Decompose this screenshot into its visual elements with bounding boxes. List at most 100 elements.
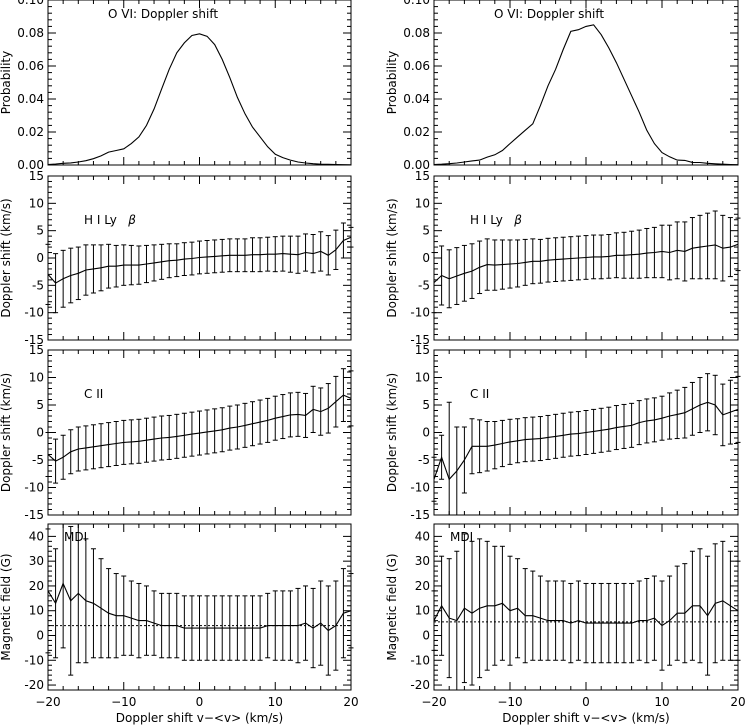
y-tick-label: -5: [418, 278, 430, 292]
panel-annotation: H I Ly: [470, 213, 503, 227]
y-tick-label: -20: [410, 678, 430, 692]
panel-annotation: MDI: [64, 530, 87, 544]
y-tick-label: 5: [422, 398, 430, 412]
series-line: [433, 243, 739, 284]
y-axis-title: Doppler shift (km/s): [0, 373, 13, 492]
y-tick-label: -10: [410, 653, 430, 667]
y-tick-label: -5: [32, 453, 44, 467]
y-tick-label: 15: [415, 343, 430, 357]
y-tick-label: 0: [36, 251, 44, 265]
y-tick-label: 15: [29, 343, 44, 357]
y-tick-label: -15: [410, 508, 430, 522]
panel-annotation-symbol: β: [513, 213, 522, 227]
y-axis-title: Doppler shift (km/s): [385, 198, 399, 317]
x-tick-label: 0: [582, 695, 590, 709]
chart-panel-bottom-right: −20 −10 0 10 20 -20 -10 0 10 20 30 40 Magnetic field…: [385, 523, 745, 725]
chart-panel-middle-lower-right: -15 -10 -5 0 5 10 15 Doppler shift (km/s) C II: [385, 343, 741, 522]
y-tick-label: 20: [415, 579, 430, 593]
y-tick-label: 0.06: [17, 59, 44, 73]
y-tick-label: -10: [24, 653, 44, 667]
y-tick-label: -10: [410, 481, 430, 495]
y-tick-label: 10: [29, 604, 44, 618]
chart-panel-bottom-left: −20 −10 0 10 20 -20 -10 0 10 20 30 40 Magnetic field…: [0, 523, 359, 725]
panel-annotation: H I Ly: [84, 213, 117, 227]
y-tick-label: 0.00: [17, 158, 44, 172]
x-tick-label: 10: [268, 695, 283, 709]
y-tick-label: 10: [415, 196, 430, 210]
panel-annotation: O VI: Doppler shift: [108, 7, 218, 21]
chart-panel-middle-upper-left: -15 -10 -5 0 5 10 15 Doppler shift (km/s) H I Ly…: [0, 169, 354, 347]
series-line: [433, 24, 739, 166]
y-tick-label: 15: [415, 169, 430, 183]
y-tick-label: 30: [415, 554, 430, 568]
y-tick-label: 15: [29, 169, 44, 183]
y-tick-label: 0.08: [403, 26, 430, 40]
x-axis-title: Doppler shift v−<v> (km/s): [116, 711, 283, 725]
y-axis-title: Magnetic field (G): [0, 553, 13, 660]
y-tick-label: 0.02: [17, 125, 44, 139]
y-tick-label: -20: [24, 678, 44, 692]
y-tick-label: -15: [24, 333, 44, 347]
y-tick-label: 0.10: [403, 0, 430, 7]
panel-annotation: MDI: [450, 530, 473, 544]
y-axis-title: Doppler shift (km/s): [385, 373, 399, 492]
x-tick-label: 20: [730, 695, 745, 709]
x-axis-title: Doppler shift v−<v> (km/s): [502, 711, 669, 725]
y-axis-title: Magnetic field (G): [385, 553, 399, 660]
y-tick-label: 0.02: [403, 125, 430, 139]
series-line: [47, 236, 352, 284]
y-tick-label: 20: [29, 579, 44, 593]
y-tick-label: 10: [29, 371, 44, 385]
series-line: [433, 600, 739, 627]
x-tick-label: 10: [654, 695, 669, 709]
y-tick-label: 10: [415, 371, 430, 385]
y-axis-title: Probability: [0, 51, 13, 114]
x-tick-label: −10: [497, 695, 522, 709]
y-axis-title: Probability: [385, 51, 399, 114]
series-line: [47, 582, 352, 632]
y-tick-label: 30: [29, 554, 44, 568]
y-tick-label: 0: [36, 426, 44, 440]
series-line: [433, 401, 739, 481]
panel-annotation: O VI: Doppler shift: [494, 7, 604, 21]
panel-annotation: C II: [84, 387, 103, 401]
y-tick-label: -10: [24, 481, 44, 495]
y-tick-label: 10: [415, 604, 430, 618]
y-axis-title: Doppler shift (km/s): [0, 198, 13, 317]
y-tick-label: 0.08: [17, 26, 44, 40]
y-tick-label: 40: [29, 529, 44, 543]
panel-annotation-symbol: β: [127, 213, 136, 227]
series-line: [47, 33, 352, 166]
series-line: [47, 394, 352, 462]
y-tick-label: -5: [32, 278, 44, 292]
y-tick-label: 0.06: [403, 59, 430, 73]
chart-panel-top-left: 0.00 0.02 0.04 0.06 0.08 0.10 Probability O VI:…: [0, 0, 352, 172]
y-tick-label: 10: [29, 196, 44, 210]
chart-panel-top-right: 0.00 0.02 0.04 0.06 0.08 0.10 Probability O VI:…: [385, 0, 739, 172]
chart-panel-middle-lower-left: -15 -10 -5 0 5 10 15 Doppler shift (km/s) C II: [0, 343, 354, 522]
x-tick-label: 20: [343, 695, 358, 709]
y-tick-label: -15: [410, 333, 430, 347]
y-tick-label: 0: [422, 426, 430, 440]
x-tick-label: 0: [196, 695, 204, 709]
y-tick-label: 5: [36, 224, 44, 238]
y-tick-label: 40: [415, 529, 430, 543]
y-tick-label: 0.10: [17, 0, 44, 7]
y-tick-label: -15: [24, 508, 44, 522]
y-tick-label: 0: [36, 628, 44, 642]
chart-panel-middle-upper-right: -15 -10 -5 0 5 10 15 Doppler shift (km/s) H I Ly…: [385, 169, 741, 347]
plot-frame: [47, 0, 352, 166]
x-tick-label: −20: [35, 695, 60, 709]
y-tick-label: 0.04: [403, 92, 430, 106]
y-tick-label: 0: [422, 628, 430, 642]
panel-annotation: C II: [470, 387, 489, 401]
plot-frame: [433, 0, 739, 166]
y-tick-label: -10: [24, 306, 44, 320]
y-tick-label: -5: [418, 453, 430, 467]
y-tick-label: 0: [422, 251, 430, 265]
x-tick-label: −10: [111, 695, 136, 709]
x-tick-label: −20: [421, 695, 446, 709]
y-tick-label: -10: [410, 306, 430, 320]
y-tick-label: 5: [422, 224, 430, 238]
